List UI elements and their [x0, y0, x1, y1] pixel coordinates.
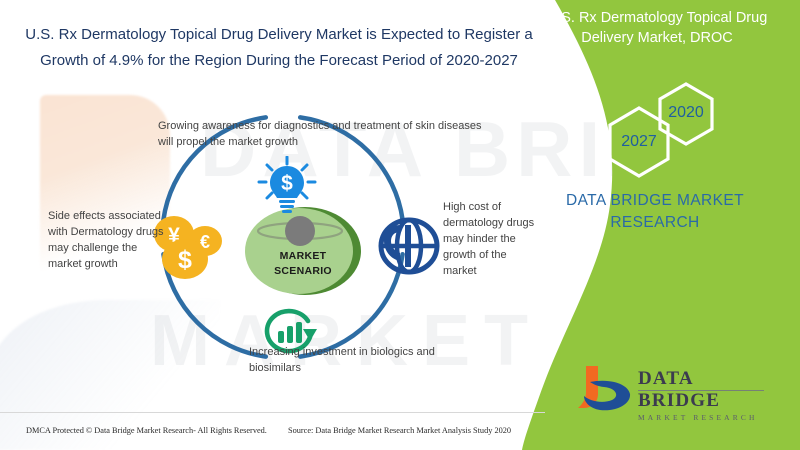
scenario-ring	[148, 102, 418, 377]
coins-currency-icon: ¥ € $	[152, 214, 224, 285]
svg-text:$: $	[178, 246, 192, 274]
globe-icon	[378, 215, 440, 282]
hexagon-group: 2020 2027	[500, 78, 800, 188]
driver-caption-top: Growing awareness for diagnostics and tr…	[158, 120, 482, 148]
center-scenario-node: MARKET SCENARIO	[243, 205, 363, 297]
panel-brand-line-2: RESEARCH	[610, 214, 700, 231]
center-label-line-1: MARKET	[279, 250, 327, 262]
hexagon-2020-shape	[658, 82, 714, 146]
green-side-panel	[500, 0, 800, 450]
center-label-line-2: SCENARIO	[274, 265, 332, 277]
logo-title: DATA BRIDGE	[638, 368, 721, 411]
logo-divider	[638, 390, 764, 391]
driver-caption-bottom: Increasing investment in biologics and b…	[249, 346, 435, 374]
center-scenario-label: MARKET SCENARIO	[243, 249, 363, 279]
hexagon-label-2020: 2020	[668, 104, 704, 121]
driver-caption-left: Side effects associated with Dermatology…	[48, 210, 164, 270]
lightbulb-dollar-icon: $	[257, 155, 317, 219]
hexagon-label-2027: 2027	[621, 133, 657, 150]
footer-source: Source: Data Bridge Market Research Mark…	[288, 426, 512, 435]
footer-copyright: DMCA Protected © Data Bridge Market Rese…	[26, 426, 267, 435]
svg-text:€: €	[200, 232, 210, 252]
logo-text-block: DATA BRIDGE MARKET RESEARCH	[638, 368, 776, 422]
logo-subtitle: MARKET RESEARCH	[638, 413, 758, 422]
panel-title: U.S. Rx Dermatology Topical Drug Deliver…	[546, 10, 768, 46]
panel-brand-line-1: DATA BRIDGE MARKET	[565, 192, 744, 209]
driver-caption-right: High cost of dermatology drugs may hinde…	[443, 201, 535, 277]
hexagon-2027-shape	[608, 106, 670, 178]
growth-cycle-bar-icon	[262, 305, 320, 362]
footer-divider	[0, 412, 545, 413]
panel-brand: DATA BRIDGE MARKET RESEARCH	[530, 190, 780, 234]
logo-mark-icon	[578, 366, 631, 411]
data-bridge-logo: DATA BRIDGE MARKET RESEARCH	[576, 364, 776, 422]
market-scenario-diagram: MARKET SCENARIO $	[0, 96, 545, 396]
svg-text:$: $	[281, 172, 293, 195]
page-title: U.S. Rx Dermatology Topical Drug Deliver…	[25, 26, 533, 69]
